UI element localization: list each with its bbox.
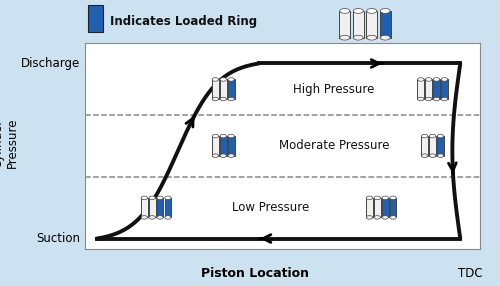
Bar <box>382 198 388 217</box>
Bar <box>353 11 364 38</box>
Ellipse shape <box>426 97 432 101</box>
Ellipse shape <box>382 216 388 219</box>
Ellipse shape <box>141 216 148 219</box>
Ellipse shape <box>367 35 376 40</box>
Bar <box>212 136 218 156</box>
Bar <box>156 198 164 217</box>
Text: Low Pressure: Low Pressure <box>232 201 310 214</box>
Bar <box>426 80 432 99</box>
Ellipse shape <box>212 154 218 157</box>
Bar <box>228 80 234 99</box>
Bar <box>220 136 226 156</box>
Ellipse shape <box>374 216 380 219</box>
Ellipse shape <box>438 134 444 138</box>
Ellipse shape <box>220 154 226 157</box>
Ellipse shape <box>434 97 440 101</box>
Ellipse shape <box>382 196 388 200</box>
Bar <box>441 80 448 99</box>
Ellipse shape <box>366 216 372 219</box>
Ellipse shape <box>418 78 424 81</box>
Ellipse shape <box>422 134 428 138</box>
Ellipse shape <box>390 216 396 219</box>
Bar <box>141 198 148 217</box>
Ellipse shape <box>220 134 226 138</box>
Ellipse shape <box>366 196 372 200</box>
Ellipse shape <box>418 97 424 101</box>
Ellipse shape <box>438 154 444 157</box>
Ellipse shape <box>340 35 349 40</box>
Bar <box>433 80 440 99</box>
Ellipse shape <box>141 196 148 200</box>
Bar <box>149 198 156 217</box>
Ellipse shape <box>228 154 234 157</box>
Bar <box>437 136 444 156</box>
Ellipse shape <box>212 134 218 138</box>
Ellipse shape <box>441 97 448 101</box>
Bar <box>366 198 373 217</box>
Bar <box>418 80 424 99</box>
Ellipse shape <box>430 134 436 138</box>
Bar <box>88 5 102 32</box>
Ellipse shape <box>164 196 171 200</box>
Ellipse shape <box>434 78 440 81</box>
Bar <box>339 11 350 38</box>
Text: Suction: Suction <box>36 232 80 245</box>
Ellipse shape <box>220 78 226 81</box>
Ellipse shape <box>212 97 218 101</box>
Ellipse shape <box>228 134 234 138</box>
Ellipse shape <box>426 78 432 81</box>
Ellipse shape <box>374 196 380 200</box>
Text: Indicates Loaded Ring: Indicates Loaded Ring <box>110 15 257 28</box>
Bar <box>164 198 172 217</box>
Bar <box>374 198 380 217</box>
Ellipse shape <box>164 216 171 219</box>
Ellipse shape <box>354 9 363 13</box>
Ellipse shape <box>390 196 396 200</box>
Ellipse shape <box>149 216 156 219</box>
Ellipse shape <box>340 9 349 13</box>
Ellipse shape <box>157 196 163 200</box>
Ellipse shape <box>228 78 234 81</box>
Ellipse shape <box>367 9 376 13</box>
Text: Discharge: Discharge <box>21 57 80 70</box>
Ellipse shape <box>354 35 363 40</box>
Bar <box>220 80 226 99</box>
Ellipse shape <box>380 9 390 13</box>
Text: TDC: TDC <box>458 267 482 280</box>
Text: High Pressure: High Pressure <box>293 83 374 96</box>
Text: Piston Location: Piston Location <box>201 267 309 280</box>
Bar <box>228 136 234 156</box>
Ellipse shape <box>149 196 156 200</box>
Bar <box>380 11 391 38</box>
Text: Moderate Pressure: Moderate Pressure <box>278 139 389 152</box>
Ellipse shape <box>441 78 448 81</box>
Ellipse shape <box>422 154 428 157</box>
Bar <box>366 11 378 38</box>
Ellipse shape <box>380 35 390 40</box>
Text: Cylinder
Pressure: Cylinder Pressure <box>0 118 19 168</box>
Bar <box>422 136 428 156</box>
Bar <box>390 198 396 217</box>
Bar <box>429 136 436 156</box>
Ellipse shape <box>157 216 163 219</box>
Ellipse shape <box>430 154 436 157</box>
Ellipse shape <box>220 97 226 101</box>
Bar <box>212 80 218 99</box>
Ellipse shape <box>228 97 234 101</box>
Ellipse shape <box>212 78 218 81</box>
